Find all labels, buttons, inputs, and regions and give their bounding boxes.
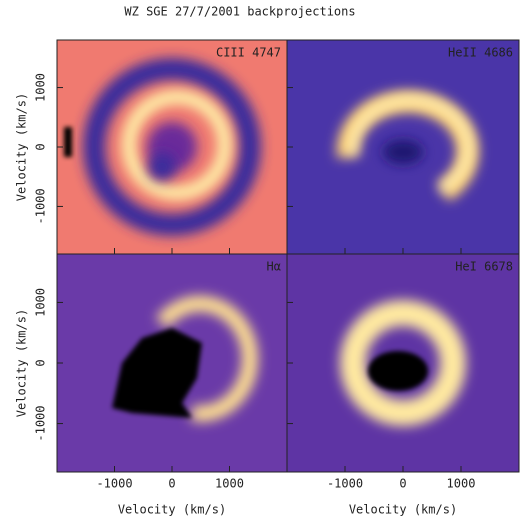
emission-feature: [383, 140, 423, 164]
x-tick-label: 1000: [447, 477, 476, 491]
emission-feature: [64, 127, 72, 157]
panel-label: HeI 6678: [455, 260, 513, 274]
x-tick-label: 1000: [215, 477, 244, 491]
image-panel: [287, 40, 519, 254]
panel-label: CIII 4747: [216, 46, 281, 60]
y-tick-label: 0: [34, 143, 48, 150]
emission-feature: [155, 295, 259, 422]
x-axis-label: Velocity (km/s): [349, 503, 457, 517]
image-panel: [57, 40, 287, 254]
emission-feature: [83, 58, 261, 236]
x-tick-label: -1000: [327, 477, 363, 491]
y-tick-label: 1000: [34, 73, 48, 102]
x-tick-label: 0: [168, 477, 175, 491]
y-tick-label: -1000: [34, 405, 48, 441]
emission-feature: [148, 153, 176, 181]
emission-feature: [348, 96, 473, 193]
emission-feature: [112, 328, 202, 418]
intensity-map: [112, 295, 259, 422]
y-tick-label: 1000: [34, 288, 48, 317]
intensity-map: [64, 58, 261, 236]
x-axis-label: Velocity (km/s): [118, 503, 226, 517]
x-tick-label: 0: [399, 477, 406, 491]
panel-label: HeII 4686: [448, 46, 513, 60]
emission-feature: [368, 351, 428, 391]
panel-label: Hα: [267, 260, 281, 274]
y-tick-label: 0: [34, 359, 48, 366]
figure-title: WZ SGE 27/7/2001 backprojections: [124, 5, 355, 19]
intensity-map: [340, 300, 466, 426]
y-axis-label: Velocity (km/s): [15, 309, 29, 417]
x-tick-label: -1000: [96, 477, 132, 491]
emission-feature: [122, 90, 232, 200]
y-tick-label: -1000: [34, 188, 48, 224]
emission-feature: [340, 300, 466, 426]
intensity-map: [336, 90, 479, 202]
image-panel: [57, 254, 287, 472]
image-panel: [287, 254, 519, 472]
y-axis-label: Velocity (km/s): [15, 93, 29, 201]
